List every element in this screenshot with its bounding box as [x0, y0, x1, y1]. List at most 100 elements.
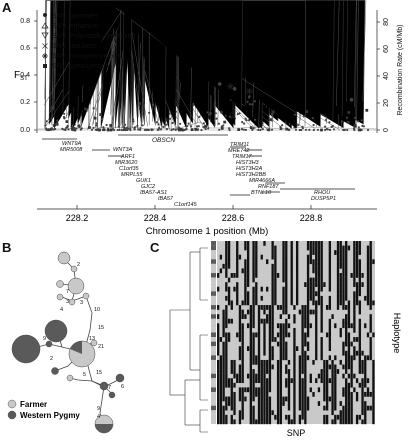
population-cell [211, 405, 216, 411]
haplotype-cell [353, 337, 356, 342]
snv-point [332, 128, 336, 131]
snv-point [123, 128, 126, 132]
haplotype-cell [304, 318, 307, 324]
haplotype-cell [225, 282, 228, 287]
haplotype-cell [347, 350, 351, 356]
haplotype-cell [274, 277, 277, 283]
haplotype-cell [219, 359, 223, 365]
snv-point [312, 123, 315, 127]
snv-point [353, 128, 356, 132]
haplotype-cell [369, 263, 372, 269]
edge-label: 4 [60, 307, 63, 313]
snv-point [174, 128, 177, 131]
haplotype-cell [350, 341, 353, 347]
haplotype-cell [290, 378, 293, 384]
haplotype-cell [361, 350, 364, 356]
haplotype-cell [227, 245, 231, 251]
haplotype-node [51, 367, 59, 375]
gene-label: WNT3A [113, 147, 133, 153]
snv-point [190, 128, 194, 131]
snv-point [192, 104, 195, 107]
haplotype-cell [372, 378, 375, 384]
haplotype-cell [279, 410, 282, 416]
haplotype-cell [331, 419, 334, 425]
haplotype-cell [369, 241, 372, 246]
haplotype-node [57, 251, 71, 265]
snv-point [137, 128, 140, 131]
haplotype-cell [306, 286, 310, 292]
haplotype-cell [301, 405, 304, 411]
haplotype-cell [364, 355, 367, 361]
haplotype-cell [323, 364, 326, 370]
snv-point [99, 113, 103, 116]
haplotype-cell [293, 391, 296, 397]
haplotype-cell [315, 268, 318, 274]
haplotype-cell [347, 414, 351, 420]
haplotype-cell [233, 359, 236, 365]
population-cell [211, 350, 216, 356]
snv-point [77, 124, 81, 128]
haplotype-cell [225, 364, 228, 370]
haplotype-cell [366, 250, 370, 255]
haplotype-network: 2 7 3 3 4 10 15 13 21 9 15 5 2 7 6 9 4 [11, 251, 125, 434]
haplotype-cell [345, 295, 348, 301]
snv-point [336, 0, 340, 107]
haplotype-cell [342, 259, 345, 265]
haplotype-cell [246, 263, 250, 269]
haplotype-cell [241, 401, 244, 406]
haplotype-cell [301, 401, 304, 406]
haplotype-cell [293, 378, 296, 384]
haplotype-cell [345, 250, 348, 255]
haplotype-cell [257, 305, 261, 310]
haplotype-cell [369, 268, 372, 274]
haplotype-cell [366, 282, 370, 287]
snv-point [305, 110, 309, 113]
haplotype-cell [364, 382, 367, 388]
haplotype-cell [244, 300, 247, 306]
haplotype-cell [293, 346, 296, 352]
haplotype-cell [369, 318, 372, 324]
haplotype-cell [315, 263, 318, 269]
haplotype-cell [285, 341, 288, 347]
haplotype-cell [285, 250, 288, 255]
population-cell [211, 382, 216, 388]
haplotype-cell [268, 305, 272, 310]
left-tick-2: 0.4 [20, 72, 30, 79]
haplotype-cell [369, 391, 372, 397]
haplotype-cell [369, 355, 372, 361]
haplotype-cell [296, 273, 299, 278]
haplotype-cell [334, 391, 337, 397]
haplotype-cell [257, 387, 261, 393]
haplotype-cell [334, 382, 337, 388]
haplotype-cell [304, 369, 307, 374]
haplotype-cell [255, 387, 258, 393]
haplotype-cell [306, 405, 310, 411]
panel-b-letter: B [2, 240, 11, 255]
haplotype-cell [268, 346, 272, 352]
haplotype-cell [334, 364, 337, 370]
haplotype-cell [238, 355, 242, 361]
haplotype-cell [325, 387, 329, 393]
haplotype-cell [260, 305, 263, 310]
snv-point [253, 100, 257, 103]
snv-point [92, 107, 95, 110]
gene-label: TRIM11 [230, 142, 249, 148]
snv-point [357, 120, 360, 123]
haplotype-cell [246, 373, 250, 379]
haplotype-cell [249, 378, 253, 384]
panel-a-letter: A [2, 0, 12, 15]
snv-point [132, 120, 135, 123]
haplotype-cell [227, 291, 231, 297]
haplotype-cell [328, 396, 332, 402]
haplotype-cell [350, 396, 353, 402]
haplotype-cell [298, 419, 302, 425]
haplotype-cell [306, 314, 310, 319]
legend-item-polycomb: SNV, Polycomb–repressed [41, 32, 136, 40]
snv-point [162, 125, 165, 128]
haplotype-cell [246, 323, 250, 329]
haplotype-cell [222, 410, 225, 416]
haplotype-cell [366, 387, 370, 393]
haplotype-node [11, 334, 41, 364]
snv-point [215, 117, 218, 120]
haplotype-cell [315, 350, 318, 356]
